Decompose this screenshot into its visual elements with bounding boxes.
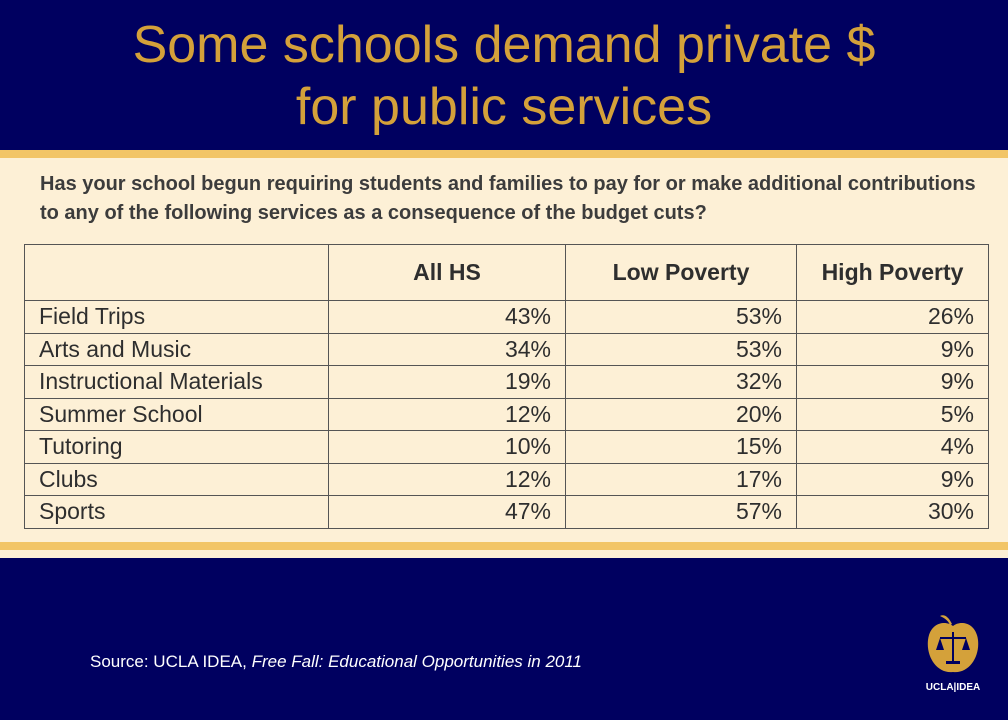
table-header-row: All HS Low Poverty High Poverty [24,244,989,301]
cell-value: 9% [796,462,989,496]
table-row: Summer School 12% 20% 5% [24,397,989,431]
slide-title: Some schools demand private $ for public… [0,14,1008,138]
bottom-stripe [0,542,1008,550]
table-row: Arts and Music 34% 53% 9% [24,332,989,366]
cell-value: 43% [328,300,566,334]
cell-value: 4% [796,430,989,464]
row-label: Arts and Music [24,332,329,366]
column-header: High Poverty [796,244,989,301]
cell-value: 53% [565,332,797,366]
table-row: Clubs 12% 17% 9% [24,462,989,496]
cell-value: 9% [796,365,989,399]
cell-value: 32% [565,365,797,399]
data-table: All HS Low Poverty High Poverty Field Tr… [24,244,989,529]
table-row: Field Trips 43% 53% 26% [24,300,989,334]
survey-question: Has your school begun requiring students… [40,173,976,224]
table-row: Tutoring 10% 15% 4% [24,430,989,464]
cell-value: 12% [328,462,566,496]
cell-value: 17% [565,462,797,496]
cell-value: 9% [796,332,989,366]
row-label: Instructional Materials [24,365,329,399]
cell-value: 26% [796,300,989,334]
row-label: Field Trips [24,300,329,334]
cell-value: 30% [796,495,989,529]
row-label: Sports [24,495,329,529]
row-label: Summer School [24,397,329,431]
cell-value: 34% [328,332,566,366]
cell-value: 20% [565,397,797,431]
cell-value: 53% [565,300,797,334]
column-header: All HS [328,244,566,301]
table-row: Sports 47% 57% 30% [24,495,989,529]
cell-value: 57% [565,495,797,529]
row-label: Tutoring [24,430,329,464]
cell-value: 15% [565,430,797,464]
slide-title-line-1: Some schools demand private $ [132,16,876,74]
cell-value: 5% [796,397,989,431]
ucla-idea-logo: UCLA|IDEA [926,615,980,693]
logo-text: UCLA|IDEA [926,682,980,693]
table-body: Field Trips 43% 53% 26% Arts and Music 34% 53%… [24,300,989,529]
cell-value: 47% [328,495,566,529]
source-title: Free Fall: Educational Opportunities in … [251,652,583,671]
column-header: Low Poverty [565,244,797,301]
table-panel: Has your school begun requiring students… [0,150,1008,558]
top-stripe [0,150,1008,158]
cell-value: 10% [328,430,566,464]
cell-value: 12% [328,397,566,431]
row-label: Clubs [24,462,329,496]
table-row: Instructional Materials 19% 32% 9% [24,365,989,399]
cell-value: 19% [328,365,566,399]
source-prefix: Source: UCLA IDEA, [90,652,252,671]
column-header [24,244,329,301]
source-citation: Source: UCLA IDEA, Free Fall: Educationa… [90,652,582,672]
slide-title-line-2: for public services [295,78,713,136]
